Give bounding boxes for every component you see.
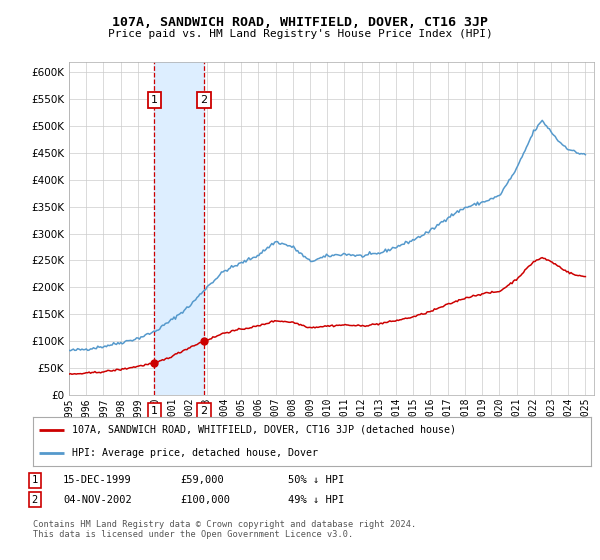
Text: HPI: Average price, detached house, Dover: HPI: Average price, detached house, Dove… bbox=[72, 447, 318, 458]
Text: 04-NOV-2002: 04-NOV-2002 bbox=[63, 494, 132, 505]
Text: 107A, SANDWICH ROAD, WHITFIELD, DOVER, CT16 3JP (detached house): 107A, SANDWICH ROAD, WHITFIELD, DOVER, C… bbox=[72, 425, 456, 435]
Text: £100,000: £100,000 bbox=[180, 494, 230, 505]
Text: 2: 2 bbox=[200, 95, 208, 105]
Text: 2: 2 bbox=[32, 494, 38, 505]
Text: 50% ↓ HPI: 50% ↓ HPI bbox=[288, 475, 344, 486]
Text: 15-DEC-1999: 15-DEC-1999 bbox=[63, 475, 132, 486]
Text: 1: 1 bbox=[32, 475, 38, 486]
Bar bbox=[154, 62, 204, 395]
Text: £59,000: £59,000 bbox=[180, 475, 224, 486]
Text: 1: 1 bbox=[151, 95, 158, 105]
Text: Contains HM Land Registry data © Crown copyright and database right 2024.
This d: Contains HM Land Registry data © Crown c… bbox=[33, 520, 416, 539]
Text: Price paid vs. HM Land Registry's House Price Index (HPI): Price paid vs. HM Land Registry's House … bbox=[107, 29, 493, 39]
Text: 49% ↓ HPI: 49% ↓ HPI bbox=[288, 494, 344, 505]
Text: 1: 1 bbox=[151, 406, 158, 416]
Text: 107A, SANDWICH ROAD, WHITFIELD, DOVER, CT16 3JP: 107A, SANDWICH ROAD, WHITFIELD, DOVER, C… bbox=[112, 16, 488, 29]
Text: 2: 2 bbox=[200, 406, 208, 416]
